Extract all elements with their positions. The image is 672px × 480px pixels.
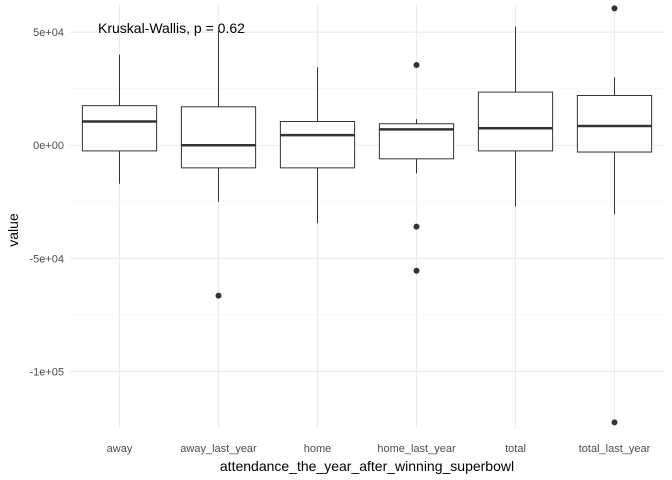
box-total_last_year <box>576 5 653 426</box>
outlier-point <box>413 61 420 68</box>
x-tick-label: away_last_year <box>180 443 257 455</box>
x-tick-label: total_last_year <box>579 443 651 455</box>
x-tick-label: away <box>107 443 133 455</box>
y-tick-label: 5e+04 <box>33 27 64 39</box>
y-tick-label: -1e+05 <box>29 366 64 378</box>
x-tick-label: total <box>505 443 526 455</box>
x-tick-labels: away away_last_year home home_last_year tota… <box>107 443 651 455</box>
box-away <box>81 54 158 184</box>
grid-lines <box>70 5 664 429</box>
box-iqr <box>477 91 554 152</box>
box-iqr <box>576 94 653 153</box>
box-home <box>279 67 356 224</box>
outlier-point <box>611 5 618 12</box>
kruskal-wallis-annotation: Kruskal-Wallis, p = 0.62 <box>98 20 245 36</box>
outlier-point <box>611 419 618 426</box>
box-total <box>477 26 554 207</box>
box-iqr <box>180 106 257 169</box>
y-tick-label: 0e+00 <box>33 140 64 152</box>
box-home_last_year <box>378 61 455 274</box>
outlier-point <box>215 292 222 299</box>
y-tick-label: -5e+04 <box>29 253 64 265</box>
boxes <box>81 5 653 426</box>
x-tick-label: home_last_year <box>377 443 456 455</box>
outlier-point <box>413 267 420 274</box>
box-away_last_year <box>180 31 257 299</box>
y-tick-labels: 5e+04 0e+00 -5e+04 -1e+05 <box>29 27 64 378</box>
x-axis-title: attendance_the_year_after_winning_superb… <box>220 458 514 474</box>
y-axis-title: value <box>5 213 21 247</box>
box-iqr <box>279 120 356 169</box>
box-iqr <box>81 105 158 152</box>
x-tick-label: home <box>304 443 332 455</box>
outlier-point <box>413 223 420 230</box>
